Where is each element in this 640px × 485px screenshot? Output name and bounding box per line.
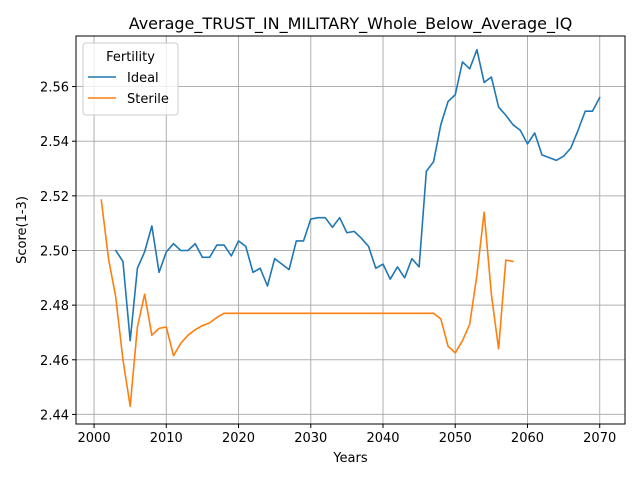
x-tick-label: 2010 xyxy=(150,431,183,446)
legend-label-ideal: Ideal xyxy=(127,71,159,86)
y-tick-label: 2.52 xyxy=(40,190,69,205)
series-lines xyxy=(100,48,601,408)
x-tick-label: 2000 xyxy=(78,431,111,446)
y-tick-label: 2.50 xyxy=(40,244,69,259)
legend-title: Fertility xyxy=(106,50,155,65)
y-tick-label: 2.46 xyxy=(40,354,69,369)
x-tick-label: 2040 xyxy=(366,431,399,446)
y-tick-label: 2.44 xyxy=(40,408,69,423)
x-tick-label: 2030 xyxy=(294,431,327,446)
x-tick-label: 2060 xyxy=(511,431,544,446)
y-axis-label: Score(1-3) xyxy=(15,196,30,264)
legend: Fertility Ideal Sterile xyxy=(82,42,179,116)
chart-title: Average_TRUST_IN_MILITARY_Whole_Below_Av… xyxy=(129,14,573,34)
y-tick-label: 2.54 xyxy=(40,135,69,150)
y-tick-label: 2.56 xyxy=(40,81,69,96)
legend-box xyxy=(82,42,179,116)
x-tick-label: 2070 xyxy=(583,431,616,446)
x-axis-ticks: 2000 2010 2020 2030 2040 2050 2060 2070 xyxy=(78,424,616,446)
legend-label-sterile: Sterile xyxy=(127,92,169,107)
series-line-sterile xyxy=(100,199,514,408)
x-tick-label: 2050 xyxy=(439,431,472,446)
x-axis-label: Years xyxy=(332,451,368,466)
y-tick-label: 2.48 xyxy=(40,299,69,314)
y-axis-ticks: 2.44 2.46 2.48 2.50 2.52 2.54 2.56 xyxy=(40,81,76,423)
x-tick-label: 2020 xyxy=(222,431,255,446)
plot-area-frame xyxy=(75,35,626,425)
series-line-ideal xyxy=(114,48,601,342)
